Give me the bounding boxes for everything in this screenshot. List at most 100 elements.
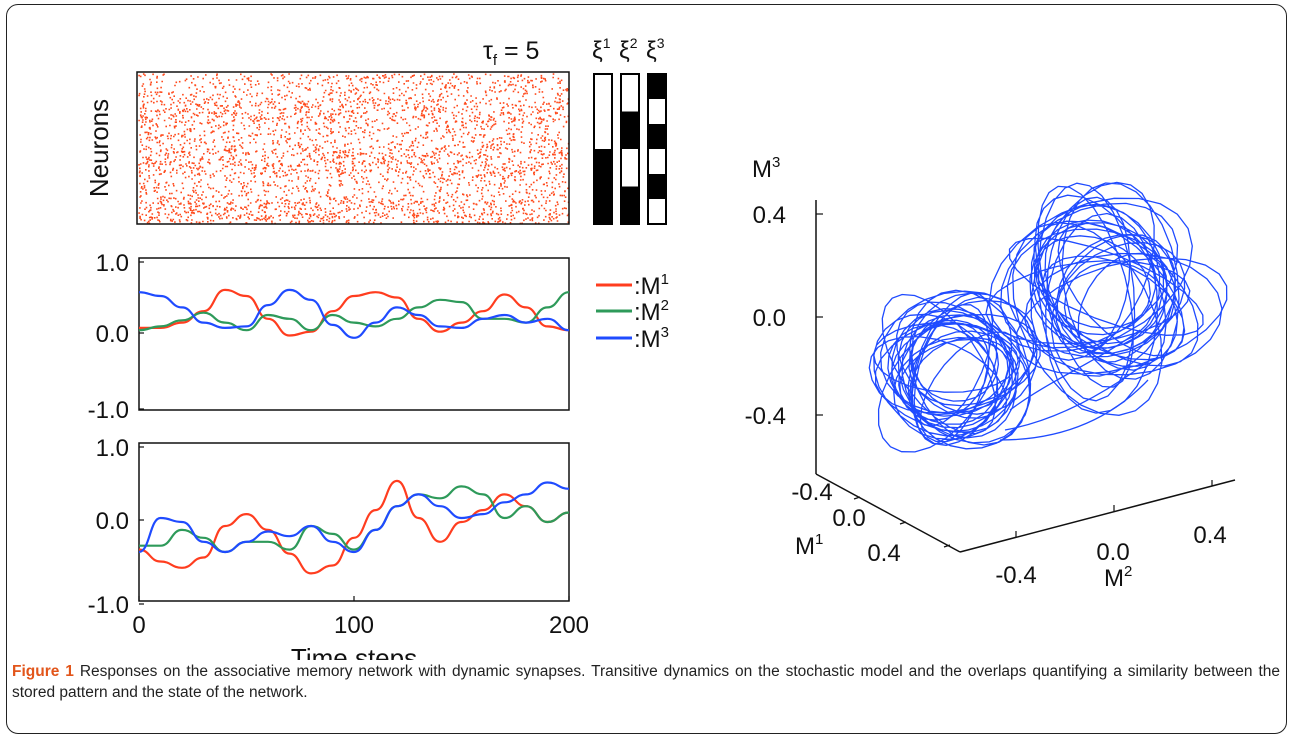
series-M1 (139, 288, 570, 337)
overlap-panel-top: 1.0 0.0 -1.0 (88, 250, 570, 424)
pattern-cell (594, 199, 612, 212)
legend: :M1:M2:M3 (596, 271, 669, 353)
m3-tick-label: 0.4 (753, 202, 786, 229)
pattern-label-2: ξ2 (619, 35, 638, 64)
pattern-columns: ξ1 ξ2 ξ3 (592, 35, 667, 225)
trajectory (868, 181, 1228, 453)
raster-spikes (138, 73, 570, 225)
m2-tick-label: -0.4 (995, 562, 1036, 589)
raster-panel: Neurons (84, 71, 570, 225)
pattern-border (647, 73, 667, 225)
pattern-cell (648, 136, 666, 150)
pattern-cell (594, 161, 612, 175)
pattern-cell (621, 86, 639, 100)
m2-tick-label: 0.4 (1193, 522, 1226, 549)
pattern-cell (648, 124, 666, 137)
figure-caption: Figure 1 Responses on the associative me… (12, 661, 1280, 703)
panel-frame (138, 442, 570, 602)
pattern-cell (594, 174, 612, 187)
y-tick-label: 0.0 (96, 508, 129, 535)
m1-tick-label: 0.4 (867, 540, 900, 567)
x-tick-label: 200 (549, 612, 589, 639)
legend-label: :M1 (634, 271, 669, 300)
pattern-cell (621, 136, 639, 150)
m3-tick-label: 0.0 (753, 305, 786, 332)
pattern-cell (621, 99, 639, 112)
pattern-border (593, 73, 613, 225)
pattern-cell (594, 136, 612, 150)
y-tick-label: 0.0 (96, 321, 129, 348)
series-M3 (138, 481, 570, 554)
spike-dots (138, 73, 570, 225)
phase-space-3d-plot: 0.40.0-0.4M3-0.40.00.4M1-0.40.00.4M2 (745, 154, 1236, 592)
pattern-column-2: ξ2 (619, 35, 640, 225)
pattern-cell (648, 161, 666, 175)
pattern-cell (648, 74, 666, 87)
x-tick-label: 0 (132, 612, 145, 639)
pattern-cell (621, 174, 639, 187)
pattern-cell (648, 99, 666, 112)
pattern-column-3: ξ3 (646, 35, 667, 225)
m2-axis-label: M2 (1104, 563, 1132, 592)
m1-axis-label: M1 (795, 531, 823, 560)
pattern-cell (648, 211, 666, 225)
tau-label: τf = 5 (483, 37, 539, 69)
pattern-cell (648, 174, 666, 187)
pattern-cell (594, 74, 612, 87)
x-tick-label: 100 (334, 612, 374, 639)
legend-item-1: :M1 (596, 271, 669, 300)
pattern-cell (648, 111, 666, 125)
series-M3 (138, 288, 570, 339)
legend-item-2: :M2 (596, 297, 669, 326)
caption-label: Figure 1 (12, 663, 74, 680)
pattern-cell (648, 86, 666, 100)
series-M2 (139, 485, 570, 554)
pattern-cell (621, 124, 639, 137)
pattern-cell (594, 111, 612, 125)
pattern-cell (594, 86, 612, 100)
y-tick-label: 1.0 (96, 435, 129, 462)
pattern-column-1: ξ1 (592, 35, 613, 225)
pattern-cell (648, 186, 666, 200)
pattern-border (620, 73, 640, 225)
pattern-cell (594, 99, 612, 112)
pattern-cell (621, 74, 639, 87)
pattern-cell (621, 211, 639, 225)
series-M2 (138, 291, 570, 332)
trajectory-cluster-right (985, 181, 1228, 416)
pattern-cell (621, 186, 639, 200)
pattern-cell (621, 149, 639, 162)
m2-tick-label: 0.0 (1096, 539, 1129, 566)
pattern-cell (594, 124, 612, 137)
m1-tick (899, 521, 907, 525)
pattern-cell (594, 186, 612, 200)
pattern-label-3: ξ3 (646, 35, 665, 64)
panel-frame (138, 257, 570, 411)
y-tick-label: 1.0 (96, 250, 129, 277)
y-tick-label: -1.0 (88, 397, 129, 424)
legend-label: :M3 (634, 324, 669, 353)
pattern-cell (621, 161, 639, 175)
pattern-cell (648, 199, 666, 212)
pattern-cell (594, 149, 612, 162)
m1-tick-label: -0.4 (791, 479, 832, 506)
legend-label: :M2 (634, 297, 669, 326)
m1-tick-label: 0.0 (832, 505, 865, 532)
legend-item-3: :M3 (596, 324, 669, 353)
y-tick-label: -1.0 (88, 592, 129, 619)
overlap-panel-bottom: 1.0 0.0 -1.00 100 200 Time steps (88, 435, 589, 660)
m3-tick-label: -0.4 (745, 403, 786, 430)
figure-canvas: τf = 5 Neurons ξ1 ξ2 ξ3 1.00.0-1.0 1.00.0-… (84, 35, 1236, 660)
x-axis-label: Time steps (291, 643, 417, 660)
pattern-label-1: ξ1 (592, 35, 611, 64)
m3-axis-label: M3 (752, 154, 780, 183)
series-M1 (138, 479, 570, 575)
pattern-cell (648, 149, 666, 162)
axis-m2 (959, 479, 1236, 553)
raster-ylabel: Neurons (84, 99, 114, 197)
m1-tick (943, 544, 951, 548)
axis-m1 (815, 473, 961, 553)
pattern-cell (594, 211, 612, 225)
figure-frame (6, 4, 1287, 734)
m1-tick (853, 496, 861, 500)
